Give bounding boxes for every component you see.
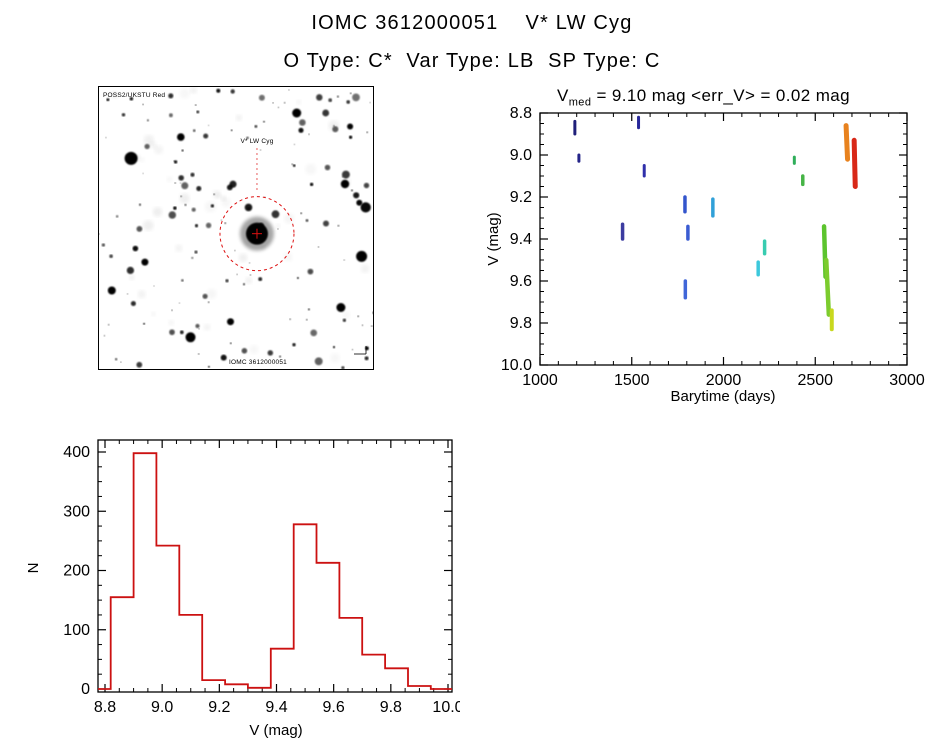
histogram-ylabel: N	[25, 563, 42, 574]
svg-text:9.2: 9.2	[510, 189, 532, 206]
lightcurve-title-sub: med	[568, 96, 592, 109]
svg-text:1500: 1500	[614, 372, 650, 389]
histogram-steps	[98, 452, 452, 690]
lightcurve-axes: 1000 1500 2000 2500 3000 8.8 9.0 9.2 9.4 9.6 9.8 10…	[501, 105, 925, 389]
svg-text:1000: 1000	[522, 372, 558, 389]
svg-text:9.0: 9.0	[151, 699, 173, 716]
svg-text:9.2: 9.2	[208, 699, 230, 716]
lightcurve-points	[573, 115, 858, 332]
svg-text:8.8: 8.8	[510, 105, 532, 122]
page-subtitle: O Type: C* Var Type: LB SP Type: C	[283, 50, 661, 72]
svg-text:9.6: 9.6	[323, 699, 345, 716]
lightcurve-ylabel: V (mag)	[485, 212, 502, 265]
svg-text:10.0: 10.0	[501, 357, 532, 374]
finder-bottom-label: IOMC 3612000051	[229, 359, 287, 366]
svg-text:9.4: 9.4	[265, 699, 287, 716]
finder-target-marker	[219, 148, 367, 355]
svg-text:9.0: 9.0	[510, 147, 532, 164]
svg-text:100: 100	[63, 622, 90, 639]
lightcurve-title-rest: = 9.10 mag <err_V> = 0.02 mag	[591, 86, 851, 105]
svg-text:300: 300	[63, 503, 90, 520]
svg-text:3000: 3000	[889, 372, 925, 389]
svg-text:2500: 2500	[797, 372, 833, 389]
svg-text:0: 0	[81, 681, 90, 698]
page-title: IOMC 3612000051 V* LW Cyg	[311, 12, 633, 34]
svg-text:8.8: 8.8	[94, 699, 116, 716]
histogram-plot: 8.8 9.0 9.2 9.4 9.6 9.8 10.0 0 100 200 300 400 V (m…	[25, 439, 460, 739]
finder-target-label: V* LW Cyg	[240, 138, 273, 145]
svg-text:9.8: 9.8	[510, 315, 532, 332]
svg-text:10.0: 10.0	[432, 699, 460, 716]
lightcurve-xlabel: Barytime (days)	[670, 388, 775, 405]
svg-text:400: 400	[63, 444, 90, 461]
svg-text:9.6: 9.6	[510, 273, 532, 290]
finder-chart: POSS2/UKSTU Red V* LW Cyg IOMC 361200005…	[98, 86, 374, 370]
svg-text:200: 200	[63, 563, 90, 580]
svg-text:2000: 2000	[706, 372, 742, 389]
lightcurve-title: Vmed = 9.10 mag <err_V> = 0.02 mag	[480, 86, 927, 108]
finder-survey-label: POSS2/UKSTU Red	[103, 92, 165, 99]
svg-text:9.8: 9.8	[380, 699, 402, 716]
lightcurve-title-v: V	[556, 86, 569, 105]
lightcurve-plot: 1000 1500 2000 2500 3000 8.8 9.0 9.2 9.4 9.6 9.8 10…	[485, 105, 925, 405]
histogram-xlabel: V (mag)	[249, 722, 302, 739]
histogram-axes: 8.8 9.0 9.2 9.4 9.6 9.8 10.0 0 100 200 300 400	[63, 439, 460, 716]
svg-text:9.4: 9.4	[510, 231, 532, 248]
